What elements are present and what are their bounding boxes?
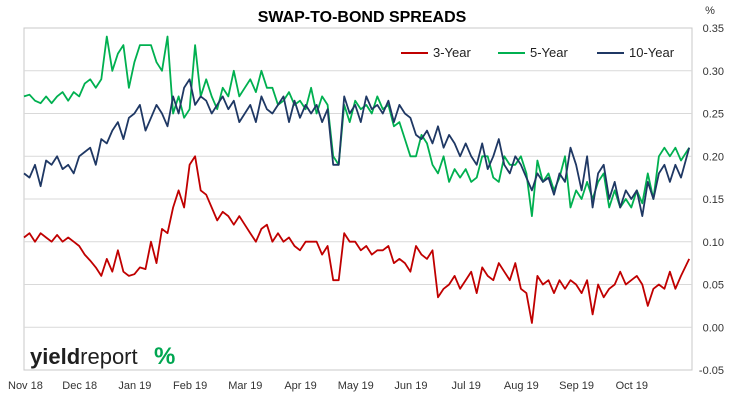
legend-label-5-year: 5-Year <box>530 45 568 60</box>
x-tick-label: Nov 18 <box>8 380 43 392</box>
x-tick-label: Jun 19 <box>394 380 427 392</box>
legend-label-3-year: 3-Year <box>433 45 471 60</box>
x-tick-label: Sep 19 <box>559 380 594 392</box>
legend-label-10-year: 10-Year <box>629 45 675 60</box>
chart-title: SWAP-TO-BOND SPREADS <box>258 9 467 26</box>
y-tick-label: 0.25 <box>703 109 724 121</box>
series-line-10-year <box>23 78 691 218</box>
y-tick-label: 0.35 <box>703 23 724 35</box>
x-tick-label: May 19 <box>338 380 374 392</box>
x-tick-label: Jan 19 <box>118 380 151 392</box>
x-tick-label: Feb 19 <box>173 380 207 392</box>
x-tick-label: Jul 19 <box>451 380 480 392</box>
logo-part-report: report <box>80 344 137 369</box>
x-tick-label: Mar 19 <box>228 380 262 392</box>
yieldreport-logo: yieldreport % <box>30 343 175 370</box>
legend-item-10-year: 10-Year <box>597 45 675 60</box>
legend-item-5-year: 5-Year <box>498 45 568 60</box>
y-tick-label: 0.10 <box>703 237 724 249</box>
x-axis-tick-labels: Nov 18 Dec 18 Jan 19 Feb 19 Mar 19 Apr 19 May … <box>8 380 648 392</box>
logo-percent-icon: % <box>154 343 175 370</box>
y-tick-label: -0.05 <box>699 365 724 377</box>
series-lines <box>23 35 691 324</box>
legend: 3-Year 5-Year 10-Year <box>401 45 675 60</box>
legend-item-3-year: 3-Year <box>401 45 471 60</box>
logo-part-yield: yield <box>30 344 80 369</box>
x-tick-label: Oct 19 <box>616 380 648 392</box>
x-tick-label: Apr 19 <box>284 380 316 392</box>
x-tick-label: Aug 19 <box>504 380 539 392</box>
y-tick-label: 0.20 <box>703 151 724 163</box>
y-tick-label: 0.30 <box>703 66 724 78</box>
series-line-5-year <box>23 35 690 218</box>
series-line-3-year <box>23 155 691 324</box>
y-axis-unit: % <box>705 5 715 17</box>
y-tick-label: 0.15 <box>703 194 724 206</box>
y-tick-label: 0.00 <box>703 322 724 334</box>
y-axis-tick-labels: 0.35 0.30 0.25 0.20 0.15 0.10 0.05 0.00 -0.05 <box>699 23 724 377</box>
x-tick-label: Dec 18 <box>62 380 97 392</box>
y-tick-label: 0.05 <box>703 280 724 292</box>
logo-text: yieldreport <box>30 344 138 369</box>
